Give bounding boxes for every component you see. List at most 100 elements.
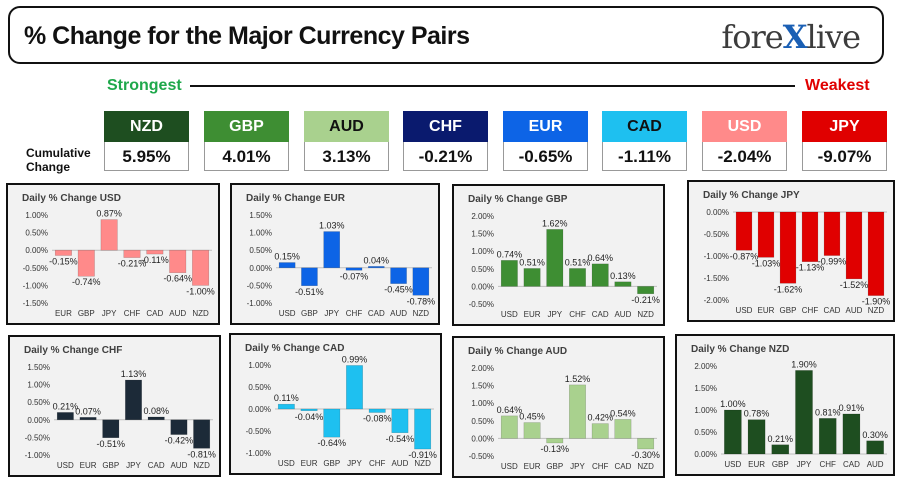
data-label: -0.11%: [141, 255, 169, 265]
y-tick-label: 1.00%: [248, 361, 271, 370]
y-tick-label: 1.50%: [27, 363, 50, 372]
bar-cad: [823, 211, 841, 256]
x-tick-label: JPY: [570, 462, 585, 471]
bar-aud: [614, 281, 632, 287]
y-tick-label: 0.00%: [25, 246, 48, 255]
currency-code: JPY: [802, 111, 887, 142]
bar-usd: [277, 403, 295, 410]
x-tick-label: EUR: [80, 461, 97, 470]
bar-chf: [368, 408, 386, 413]
x-tick-label: CHF: [592, 462, 609, 471]
data-label: -0.07%: [340, 271, 369, 281]
chart-title: Daily % Change CHF: [24, 345, 122, 356]
x-tick-label: EUR: [524, 310, 541, 319]
cumulative-change-value: 3.13%: [304, 142, 389, 171]
currency-code: EUR: [503, 111, 588, 142]
chart-cad: Daily % Change CAD 1.00% 0.50% 0.00% -0.50% -…: [245, 343, 437, 468]
x-tick-label: GBP: [546, 462, 563, 471]
bar-nzd: [637, 438, 655, 450]
data-label: -0.91%: [408, 450, 437, 460]
y-tick-label: 1.00%: [471, 399, 494, 408]
bar-nzd: [414, 408, 432, 450]
bar-eur: [79, 417, 97, 421]
bar-chf: [345, 267, 363, 271]
data-label: -0.64%: [318, 438, 347, 448]
bar-cad: [591, 263, 609, 287]
x-tick-label: USD: [724, 460, 741, 469]
x-tick-label: CHF: [569, 310, 586, 319]
data-label: 0.04%: [364, 255, 390, 265]
y-tick-label: 2.00%: [694, 362, 717, 371]
bar-chf: [569, 268, 586, 287]
bar-jpy: [125, 379, 142, 421]
x-tick-label: USD: [736, 306, 753, 315]
x-tick-label: CHF: [819, 460, 836, 469]
x-tick-label: CAD: [146, 309, 163, 318]
x-tick-label: JPY: [797, 460, 812, 469]
x-tick-label: NZD: [192, 309, 209, 318]
bar-aud: [169, 249, 187, 273]
bar-usd: [500, 260, 518, 287]
chart-title: Daily % Change EUR: [246, 193, 346, 204]
x-tick-label: CHF: [802, 306, 819, 315]
currency-box-cad: CAD -1.11%: [602, 111, 687, 171]
bar-jpy: [100, 219, 118, 251]
x-tick-label: NZD: [637, 310, 654, 319]
data-label: 0.78%: [744, 409, 770, 419]
bar-gbp: [771, 444, 790, 455]
currency-box-nzd: NZD 5.95%: [104, 111, 189, 171]
bar-nzd: [193, 419, 211, 449]
chart-eur: Daily % Change EUR 1.50% 1.00% 0.50% 0.00% -0…: [246, 193, 435, 318]
data-label: 0.15%: [274, 252, 300, 262]
y-tick-label: 0.00%: [706, 208, 729, 217]
cumulative-change-label: Cumulative Change: [26, 146, 91, 174]
data-label: 0.08%: [143, 406, 169, 416]
bar-gbp: [779, 211, 797, 284]
data-label: 0.21%: [768, 434, 794, 444]
x-tick-label: CHF: [369, 459, 386, 468]
bar-gbp: [102, 419, 120, 439]
data-label: 1.03%: [319, 221, 345, 231]
bar-usd: [500, 415, 518, 439]
data-label: -1.62%: [774, 284, 803, 294]
data-label: 1.13%: [121, 369, 147, 379]
data-label: 0.21%: [53, 401, 79, 411]
currency-box-usd: USD -2.04%: [702, 111, 787, 171]
x-tick-label: EUR: [55, 309, 72, 318]
y-tick-label: -2.00%: [704, 296, 729, 305]
currency-code: AUD: [304, 111, 389, 142]
data-label: -1.03%: [752, 258, 781, 268]
data-label: 0.51%: [565, 257, 591, 267]
chart-panel-aud: Daily % Change AUD 2.00% 1.50% 1.00% 0.50% 0.…: [452, 336, 665, 478]
data-label: -0.87%: [730, 251, 759, 261]
chart-title: Daily % Change AUD: [468, 346, 567, 357]
bar-eur: [54, 249, 72, 256]
x-tick-label: CHF: [124, 309, 141, 318]
data-label: 0.11%: [274, 393, 299, 403]
data-label: -0.04%: [295, 412, 324, 422]
y-tick-label: 0.50%: [471, 265, 494, 274]
cumulative-change-value: -0.21%: [403, 142, 488, 171]
y-tick-label: -1.50%: [704, 274, 729, 283]
bar-chf: [123, 249, 141, 258]
y-tick-label: 1.50%: [471, 382, 494, 391]
forexlive-logo: foreXlive: [721, 18, 861, 56]
bar-jpy: [546, 229, 564, 287]
bar-cad: [147, 416, 165, 421]
y-tick-label: -0.50%: [704, 230, 729, 239]
chart-panel-eur: Daily % Change EUR 1.50% 1.00% 0.50% 0.00% -0…: [230, 183, 440, 325]
bar-gbp: [77, 249, 95, 277]
cumulative-change-value: 5.95%: [104, 142, 189, 171]
currency-code: GBP: [204, 111, 289, 142]
y-tick-label: 0.50%: [27, 398, 50, 407]
bar-eur: [523, 268, 541, 287]
x-tick-label: USD: [57, 461, 74, 470]
x-tick-label: GBP: [323, 459, 340, 468]
bar-gbp: [301, 267, 318, 287]
cumulative-change-value: -2.04%: [702, 142, 787, 171]
data-label: -0.21%: [118, 259, 147, 269]
currency-box-aud: AUD 3.13%: [304, 111, 389, 171]
chart-title: Daily % Change NZD: [691, 344, 789, 355]
data-label: -0.99%: [818, 257, 847, 267]
x-tick-label: EUR: [748, 460, 765, 469]
